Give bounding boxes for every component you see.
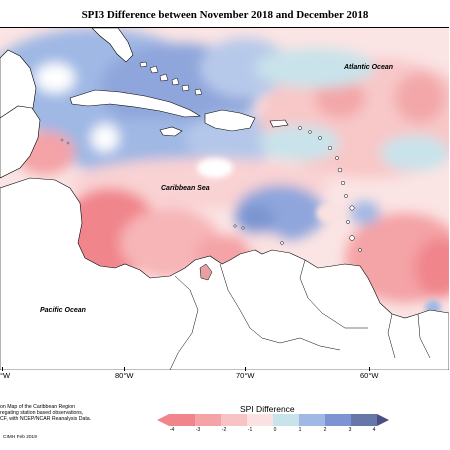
source-note-line: on Map of the Caribbean Region [0,404,75,410]
land-bahamas [139,61,203,96]
lon-tick-mark [124,367,125,371]
land-florida [91,28,134,63]
border-line [417,313,431,359]
spi-difference-map [0,28,449,370]
source-note-line: regating station based observations, [0,410,84,416]
legend-tick-label: 1 [298,427,302,433]
legend-tick-label: 4 [372,427,376,433]
legend-arrow-left [157,414,169,426]
legend-tick-label: -1 [247,427,253,433]
border-line [387,313,396,359]
land-central-america-north [0,105,41,179]
lon-tick-label: 60°W [360,371,379,380]
lon-tick-label: 80°W [115,371,134,380]
legend-arrow-right [377,414,389,426]
legend-swatch [169,414,195,426]
border-line [299,259,368,329]
map-panel: Atlantic Ocean Caribbean Sea Pacific Oce… [0,27,449,370]
lon-tick-label: 70°W [236,371,255,380]
source-note-line: CF, with NCEP/NCAR Reanalysis Data. [0,416,92,422]
lon-tick-label: °W [0,371,11,380]
land-lesser-antilles [233,126,362,252]
legend-swatch [325,414,351,426]
legend-swatch [273,414,299,426]
land-puerto-rico [269,119,289,128]
land-cuba [69,89,201,118]
legend-swatch [195,414,221,426]
label-caribbean-sea: Caribbean Sea [161,185,210,192]
legend-tick-label: 3 [348,427,352,433]
legend-swatch [351,414,377,426]
legend-tick-label: 0 [273,427,277,433]
legend-title: SPI Difference [240,404,295,414]
land-jamaica [159,126,183,137]
land-small-islands [60,138,70,145]
legend-swatch [221,414,247,426]
lon-tick-mark [2,367,3,371]
lake-maracaibo [199,263,213,281]
label-pacific-ocean: Pacific Ocean [40,307,86,314]
land-hispaniola [204,109,256,132]
legend-tick-label: 2 [323,427,327,433]
legend-swatch [299,414,325,426]
map-title: SPI3 Difference between November 2018 an… [81,9,369,21]
legend-swatch [247,414,273,426]
label-atlantic-ocean: Atlantic Ocean [344,64,394,71]
credit-text: CIMH Feb 2019 [3,435,37,440]
border-line [219,263,341,351]
land-south-america [0,177,449,370]
lon-tick-mark [245,367,246,371]
legend-tick-label: -2 [221,427,227,433]
legend-tick-label: -3 [195,427,201,433]
border-line [169,275,199,370]
lon-tick-mark [369,367,370,371]
legend-colorbar [157,414,389,426]
legend-tick-label: -4 [169,427,175,433]
